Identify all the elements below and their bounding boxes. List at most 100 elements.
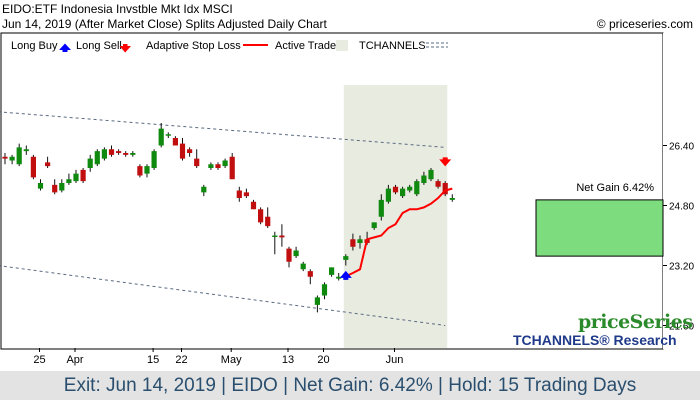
- candle-body: [194, 158, 200, 167]
- signals-layer: [339, 157, 452, 280]
- candle-body: [407, 186, 413, 191]
- candle: [172, 136, 178, 146]
- y-tick-label: 26.40: [669, 142, 694, 153]
- y-axis: 21.60 23.20 24.80 26.40: [663, 142, 694, 333]
- candle-body: [279, 235, 285, 238]
- candle-body: [45, 162, 51, 167]
- candle-body: [52, 184, 58, 193]
- candle: [286, 246, 292, 268]
- candle: [343, 254, 349, 266]
- candle-body: [449, 198, 455, 200]
- candle: [336, 273, 342, 281]
- candle: [236, 186, 242, 202]
- candle-body: [9, 156, 15, 161]
- candle-body: [108, 149, 115, 155]
- candle-body: [2, 156, 8, 159]
- legend-label-stop-loss: Adaptive Stop Loss: [146, 40, 241, 52]
- stop-loss-layer: [348, 187, 453, 276]
- candle: [108, 145, 115, 157]
- candle: [321, 282, 328, 300]
- trade-summary-footer: Exit: Jun 14, 2019 | EIDO | Net Gain: 6.…: [0, 371, 700, 400]
- candle: [258, 207, 264, 225]
- candle: [144, 164, 150, 178]
- blue-up-arrow-icon: [59, 43, 71, 52]
- candle-body: [392, 186, 399, 193]
- candle: [293, 246, 299, 258]
- candle: [2, 153, 8, 165]
- candle: [194, 149, 200, 168]
- candle-body: [37, 183, 44, 189]
- legend-label-tchannels: TCHANNELS: [359, 40, 426, 52]
- brand-logo-subtitle: TCHANNELS® Research: [513, 332, 677, 348]
- candle: [201, 184, 207, 197]
- candle-body: [23, 149, 29, 152]
- chart-title: EIDO:ETF Indonesia Invstble Mkt Idx MSCI: [2, 2, 233, 16]
- candle: [116, 149, 122, 155]
- candle: [179, 138, 186, 161]
- candle: [87, 154, 93, 172]
- candle-body: [243, 192, 249, 197]
- candle: [385, 184, 391, 204]
- candle: [279, 224, 285, 247]
- candle-body: [321, 284, 328, 296]
- legend: Long Buy Long Sell Adaptive Stop Loss Ac…: [11, 40, 448, 53]
- copyright-text: © priceseries.com: [596, 17, 693, 31]
- candle: [378, 194, 384, 221]
- candle: [37, 179, 44, 191]
- candle-body: [250, 201, 257, 210]
- candle-body: [336, 276, 342, 279]
- candle-body: [80, 169, 86, 182]
- candle: [250, 199, 257, 210]
- candle: [314, 295, 320, 313]
- candle-body: [87, 158, 93, 168]
- candle: [45, 156, 51, 168]
- y-tick-label: 24.80: [669, 202, 694, 213]
- candle: [435, 179, 441, 189]
- candle-body: [179, 143, 186, 159]
- active-trade-region: [343, 85, 448, 348]
- candle-body: [137, 166, 143, 176]
- red-down-arrow-icon: [119, 44, 131, 53]
- y-tick-label: 23.20: [669, 262, 694, 273]
- candle: [151, 149, 157, 170]
- candle: [66, 173, 72, 185]
- candle-body: [59, 183, 65, 191]
- plot-area: [0, 32, 664, 350]
- candle-body: [265, 216, 271, 227]
- y-tick-label: 21.60: [669, 322, 694, 333]
- net-gain-box: [535, 199, 664, 257]
- candle-body: [66, 179, 72, 183]
- x-tick-label: 22: [175, 354, 187, 366]
- candle-body: [343, 256, 349, 260]
- candle: [357, 235, 363, 249]
- stop-loss-line: [348, 187, 453, 276]
- long-sell-arrow: [439, 157, 452, 167]
- chart-subtitle: Jun 14, 2019 (After Market Close) Splits…: [2, 17, 327, 31]
- candle-body: [300, 263, 306, 270]
- candle: [158, 123, 164, 148]
- candle: [350, 233, 356, 251]
- candle-body: [414, 181, 420, 195]
- candle-body: [201, 186, 207, 193]
- candle-body: [130, 153, 136, 155]
- candle: [16, 143, 22, 167]
- candle-body: [229, 156, 235, 180]
- candle: [123, 151, 129, 157]
- candle-body: [158, 128, 164, 146]
- legend-label-long-buy: Long Buy: [11, 40, 58, 52]
- candle-body: [350, 239, 356, 247]
- candle-body: [314, 297, 320, 305]
- candle-body: [73, 173, 79, 182]
- candle-body: [307, 271, 313, 277]
- candle: [243, 188, 249, 198]
- candle-body: [428, 169, 434, 180]
- candle: [73, 169, 79, 183]
- x-axis: 25 Apr 15 22 May 13 20 Jun: [33, 348, 403, 366]
- candle: [428, 168, 434, 182]
- candle-body: [357, 239, 363, 243]
- candle: [23, 145, 29, 155]
- candle: [400, 186, 406, 198]
- candle: [329, 267, 335, 277]
- candle-body: [215, 164, 221, 168]
- x-tick-label: Jun: [386, 354, 404, 366]
